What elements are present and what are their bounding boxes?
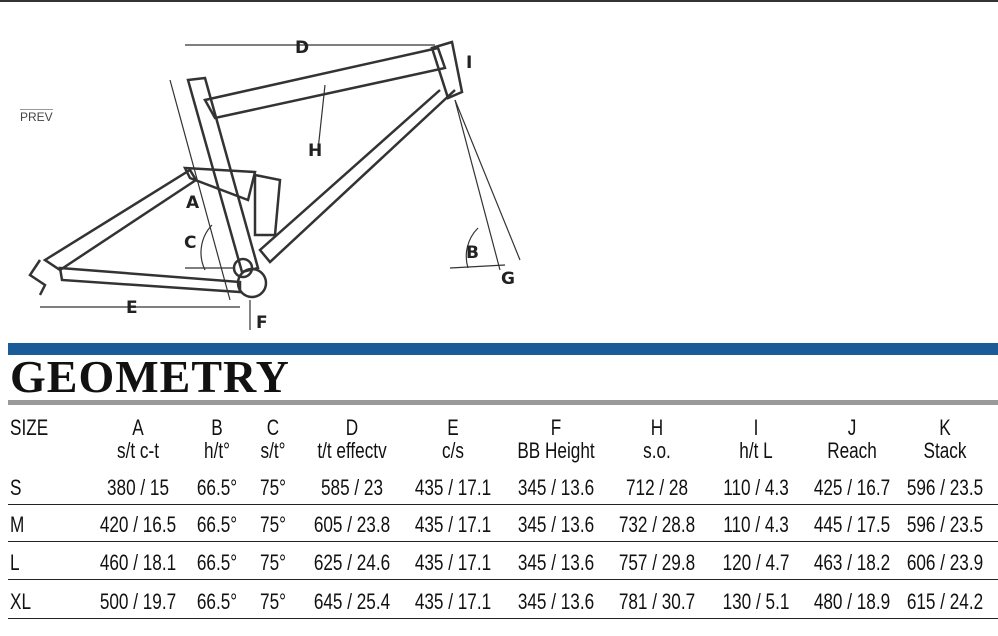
- dim-label: E: [126, 298, 138, 318]
- frame: [28, 40, 464, 299]
- column-name: BB Height: [517, 438, 595, 463]
- value-cell: 645 / 25.4: [313, 589, 391, 614]
- value-cell: 120 / 4.7: [722, 550, 790, 575]
- value-cell: 757 / 29.8: [618, 550, 696, 575]
- value-cell: 435 / 17.1: [414, 589, 492, 614]
- frame-diagram: D I H A C B G E F: [28, 38, 521, 333]
- column-letter: K: [939, 415, 951, 440]
- row-separator: [8, 618, 998, 619]
- section-title: GEOMETRY: [10, 351, 290, 402]
- value-cell: 110 / 4.3: [723, 512, 789, 537]
- column-name: c/s: [442, 438, 464, 463]
- column-name: s.o.: [643, 438, 671, 463]
- blue-bar: [8, 343, 998, 355]
- value-cell: 345 / 13.6: [517, 550, 595, 575]
- value-cell: 66.5°: [196, 475, 238, 500]
- column-name: h/t L: [739, 438, 773, 463]
- column-name: t/t effectv: [317, 438, 387, 463]
- size-cell: XL: [10, 589, 31, 614]
- value-cell: 435 / 17.1: [414, 475, 492, 500]
- column-letter: F: [550, 415, 562, 440]
- value-cell: 585 / 23: [320, 475, 384, 500]
- column-letter: D: [345, 415, 359, 440]
- value-cell: 75°: [260, 512, 286, 537]
- value-cell: 75°: [260, 550, 286, 575]
- value-cell: 66.5°: [196, 550, 238, 575]
- dim-label: F: [256, 313, 268, 333]
- value-cell: 460 / 18.1: [99, 550, 177, 575]
- value-cell: 605 / 23.8: [313, 512, 391, 537]
- column-letter: E: [447, 415, 459, 440]
- value-cell: 615 / 24.2: [906, 589, 984, 614]
- size-cell: S: [10, 475, 22, 500]
- value-cell: 75°: [260, 589, 286, 614]
- dimension-lines: [40, 44, 521, 330]
- column-letter: C: [266, 415, 280, 440]
- top-rule: [0, 0, 998, 2]
- value-cell: 130 / 5.1: [722, 589, 790, 614]
- dim-label: D: [295, 38, 309, 58]
- dim-label: I: [466, 53, 472, 73]
- value-cell: 712 / 28: [625, 475, 689, 500]
- size-cell: L: [10, 550, 20, 575]
- value-cell: 66.5°: [196, 589, 238, 614]
- column-letter: B: [211, 415, 223, 440]
- value-cell: 66.5°: [196, 512, 238, 537]
- gray-bar: [8, 400, 998, 405]
- column-name: Stack: [923, 438, 967, 463]
- column-letter: H: [650, 415, 664, 440]
- column-letter: A: [132, 415, 144, 440]
- dim-label: B: [466, 243, 479, 263]
- size-cell: M: [10, 512, 25, 537]
- column-name: Reach: [827, 438, 877, 463]
- column-letter: I: [753, 415, 759, 440]
- row-separator: [8, 541, 998, 542]
- dim-label: A: [186, 193, 200, 213]
- value-cell: 435 / 17.1: [414, 550, 492, 575]
- column-letter: J: [847, 415, 857, 440]
- column-name: h/t°: [204, 438, 230, 463]
- column-name: s/t°: [260, 438, 286, 463]
- value-cell: 345 / 13.6: [517, 475, 595, 500]
- column-name: s/t c-t: [117, 438, 159, 463]
- value-cell: 781 / 30.7: [618, 589, 696, 614]
- value-cell: 596 / 23.5: [906, 512, 984, 537]
- value-cell: 435 / 17.1: [414, 512, 492, 537]
- value-cell: 463 / 18.2: [813, 550, 891, 575]
- value-cell: 75°: [260, 475, 286, 500]
- value-cell: 425 / 16.7: [813, 475, 891, 500]
- value-cell: 445 / 17.5: [813, 512, 891, 537]
- dim-label: H: [308, 141, 322, 161]
- row-separator: [8, 504, 998, 505]
- row-separator: [8, 579, 998, 580]
- value-cell: 606 / 23.9: [906, 550, 984, 575]
- value-cell: 625 / 24.6: [313, 550, 391, 575]
- value-cell: 110 / 4.3: [723, 475, 789, 500]
- value-cell: 380 / 15: [106, 475, 170, 500]
- value-cell: 345 / 13.6: [517, 512, 595, 537]
- column-letter: SIZE: [10, 415, 49, 440]
- value-cell: 596 / 23.5: [906, 475, 984, 500]
- prev-link[interactable]: PREV: [20, 109, 53, 124]
- dim-label: G: [501, 269, 515, 289]
- value-cell: 480 / 18.9: [813, 589, 891, 614]
- dim-label: C: [184, 233, 196, 253]
- value-cell: 732 / 28.8: [618, 512, 696, 537]
- value-cell: 420 / 16.5: [99, 512, 177, 537]
- value-cell: 500 / 19.7: [99, 589, 177, 614]
- value-cell: 345 / 13.6: [517, 589, 595, 614]
